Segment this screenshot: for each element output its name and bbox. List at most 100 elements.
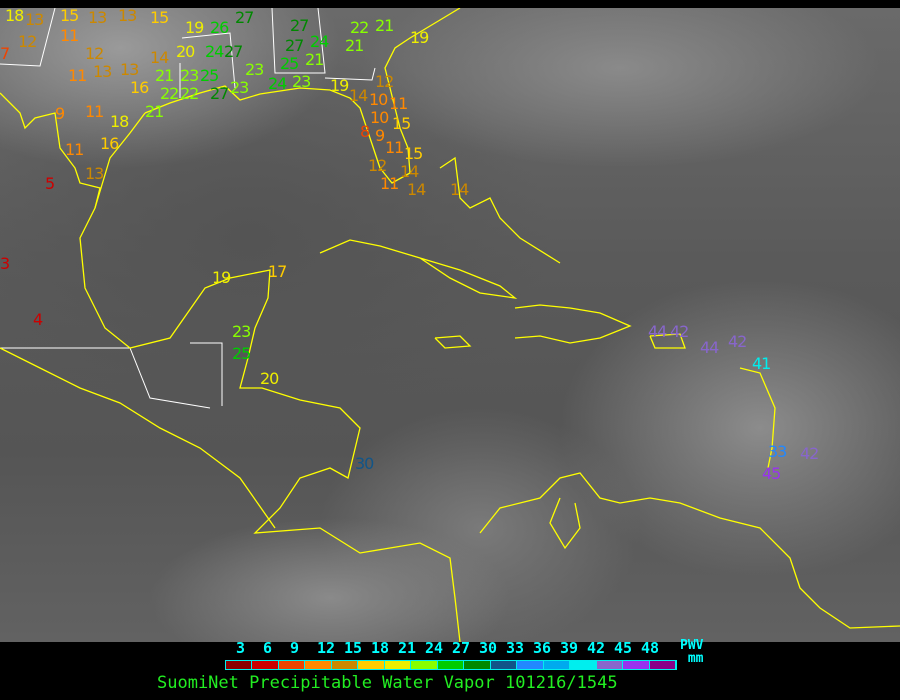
station-pwv-label: 11: [65, 140, 84, 159]
map-outlines: [0, 8, 900, 642]
station-pwv-label: 5: [45, 174, 55, 193]
station-pwv-label: 15: [392, 114, 411, 133]
legend-swatch: [464, 661, 491, 669]
station-pwv-label: 27: [285, 36, 304, 55]
station-pwv-label: 13: [120, 60, 139, 79]
legend-tick: 24: [425, 639, 444, 657]
station-pwv-label: 11: [385, 138, 404, 157]
station-pwv-label: 24: [310, 32, 329, 51]
station-pwv-label: 11: [389, 94, 408, 113]
map-title: SuomiNet Precipitable Water Vapor 101216…: [157, 673, 618, 693]
legend-swatch: [252, 661, 279, 669]
station-pwv-label: 24: [205, 42, 224, 61]
station-pwv-label: 12: [18, 32, 37, 51]
station-pwv-label: 23: [232, 322, 251, 341]
station-pwv-label: 44: [700, 338, 719, 357]
station-pwv-label: 25: [280, 54, 299, 73]
station-pwv-label: 13: [88, 8, 107, 27]
station-pwv-label: 13: [85, 164, 104, 183]
station-pwv-label: 16: [100, 134, 119, 153]
legend-swatch: [411, 661, 438, 669]
station-pwv-label: 27: [290, 16, 309, 35]
station-pwv-label: 14: [150, 48, 169, 67]
station-pwv-label: 11: [60, 26, 79, 45]
legend-swatch: [384, 661, 412, 669]
station-pwv-label: 20: [260, 369, 279, 388]
station-pwv-label: 21: [305, 50, 324, 69]
station-pwv-label: 24: [268, 74, 287, 93]
station-pwv-label: 27: [210, 84, 229, 103]
station-pwv-label: 25: [232, 344, 251, 363]
legend-ticks: 3 6 9 12 15 18 21 24 27 30 33 36 39 42 45 48: [236, 640, 668, 657]
station-pwv-label: 19: [330, 76, 349, 95]
station-pwv-label: 42: [728, 332, 747, 351]
legend-unit-bottom: mm: [687, 651, 704, 666]
legend-tick: 33: [506, 639, 525, 657]
station-pwv-label: 17: [268, 262, 287, 281]
station-pwv-label: 18: [110, 112, 129, 131]
station-pwv-label: 15: [404, 144, 423, 163]
station-pwv-label: 15: [150, 8, 169, 27]
station-pwv-label: 3: [0, 254, 10, 273]
station-pwv-label: 12: [375, 72, 394, 91]
station-pwv-label: 21: [145, 102, 164, 121]
legend-swatch: [649, 661, 676, 669]
station-pwv-label: 30: [355, 454, 374, 473]
station-pwv-label: 26: [210, 18, 229, 37]
legend-swatch: [490, 661, 518, 669]
station-pwv-label: 14: [349, 86, 368, 105]
station-pwv-label: 42: [670, 322, 689, 341]
station-pwv-label: 13: [118, 6, 137, 25]
station-pwv-label: 14: [407, 180, 426, 199]
legend-tick: 15: [344, 639, 363, 657]
legend-tick: 12: [317, 639, 336, 657]
station-pwv-label: 14: [450, 180, 469, 199]
legend-tick: 3: [236, 639, 246, 657]
station-pwv-label: 44: [648, 322, 667, 341]
station-pwv-label: 8: [360, 122, 370, 141]
station-pwv-label: 22: [350, 18, 369, 37]
station-pwv-label: 11: [68, 66, 87, 85]
station-pwv-label: 12: [85, 44, 104, 63]
station-pwv-label: 27: [224, 42, 243, 61]
legend-tick: 48: [641, 639, 660, 657]
legend-tick: 36: [533, 639, 552, 657]
legend-swatch: [305, 661, 332, 669]
station-pwv-label: 16: [130, 78, 149, 97]
legend-tick: 6: [263, 639, 273, 657]
legend-tick: 45: [614, 639, 633, 657]
station-pwv-label: 19: [212, 268, 231, 287]
station-pwv-label: 23: [230, 78, 249, 97]
legend-color-bar: [225, 660, 677, 670]
station-pwv-label: 21: [155, 66, 174, 85]
station-pwv-label: 27: [235, 8, 254, 27]
station-pwv-label: 11: [85, 102, 104, 121]
satellite-map[interactable]: 18 13 15 13 13 15 19 26 27 27 22 21 19 12 11 21 27 24 7 12 2…: [0, 8, 900, 642]
station-pwv-label: 9: [55, 104, 65, 123]
legend-tick: 39: [560, 639, 579, 657]
station-pwv-label: 23: [245, 60, 264, 79]
legend-unit-top: PWV: [680, 638, 704, 653]
legend-tick: 9: [290, 639, 300, 657]
station-pwv-label: 20: [176, 42, 195, 61]
station-pwv-label: 9: [375, 126, 385, 145]
legend-swatch: [278, 661, 306, 669]
legend-swatch: [623, 661, 650, 669]
station-pwv-label: 15: [60, 6, 79, 25]
station-pwv-label: 12: [368, 156, 387, 175]
station-pwv-label: 4: [33, 310, 43, 329]
legend-swatch: [331, 661, 359, 669]
station-pwv-label: 10: [370, 108, 389, 127]
station-pwv-label: 21: [345, 36, 364, 55]
station-pwv-label: 23: [292, 72, 311, 91]
station-pwv-label: 11: [380, 174, 399, 193]
station-pwv-label: 18: [5, 6, 24, 25]
legend-tick: 21: [398, 639, 417, 657]
station-pwv-label: 41: [752, 354, 771, 373]
legend-unit: PWV mm: [680, 639, 703, 665]
legend-tick: 30: [479, 639, 498, 657]
legend-swatch: [543, 661, 571, 669]
station-pwv-label: 13: [93, 62, 112, 81]
legend-swatch: [437, 661, 465, 669]
legend-swatch: [226, 661, 253, 669]
